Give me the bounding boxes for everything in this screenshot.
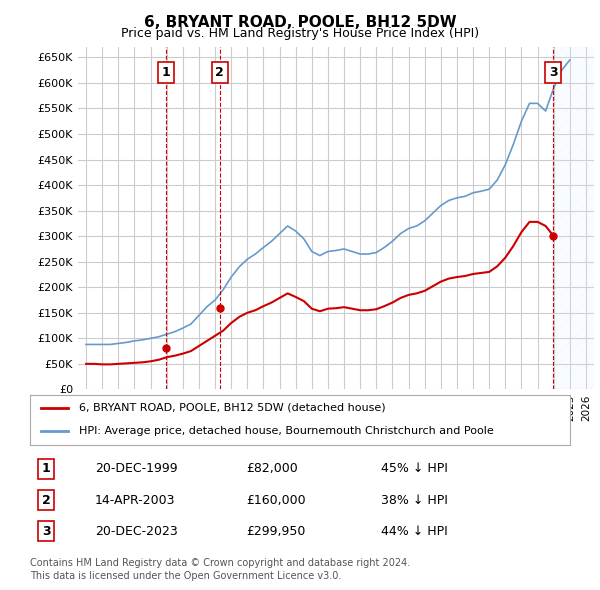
- Text: £299,950: £299,950: [246, 525, 305, 537]
- Text: 45% ↓ HPI: 45% ↓ HPI: [381, 463, 448, 476]
- Text: 3: 3: [549, 66, 557, 79]
- Text: HPI: Average price, detached house, Bournemouth Christchurch and Poole: HPI: Average price, detached house, Bour…: [79, 427, 493, 437]
- Text: 3: 3: [42, 525, 50, 537]
- Text: 14-APR-2003: 14-APR-2003: [95, 493, 175, 507]
- Text: 1: 1: [42, 463, 50, 476]
- Text: 20-DEC-1999: 20-DEC-1999: [95, 463, 178, 476]
- Text: 1: 1: [161, 66, 170, 79]
- Text: 2: 2: [42, 493, 50, 507]
- Text: Price paid vs. HM Land Registry's House Price Index (HPI): Price paid vs. HM Land Registry's House …: [121, 27, 479, 40]
- Text: 6, BRYANT ROAD, POOLE, BH12 5DW (detached house): 6, BRYANT ROAD, POOLE, BH12 5DW (detache…: [79, 403, 385, 413]
- Text: 38% ↓ HPI: 38% ↓ HPI: [381, 493, 448, 507]
- Bar: [554, 47, 594, 389]
- Text: £160,000: £160,000: [246, 493, 305, 507]
- Text: Contains HM Land Registry data © Crown copyright and database right 2024.: Contains HM Land Registry data © Crown c…: [30, 558, 410, 568]
- Text: 6, BRYANT ROAD, POOLE, BH12 5DW: 6, BRYANT ROAD, POOLE, BH12 5DW: [143, 15, 457, 30]
- Text: 20-DEC-2023: 20-DEC-2023: [95, 525, 178, 537]
- Text: 2: 2: [215, 66, 224, 79]
- Text: 44% ↓ HPI: 44% ↓ HPI: [381, 525, 448, 537]
- Text: This data is licensed under the Open Government Licence v3.0.: This data is licensed under the Open Gov…: [30, 571, 341, 581]
- Text: £82,000: £82,000: [246, 463, 298, 476]
